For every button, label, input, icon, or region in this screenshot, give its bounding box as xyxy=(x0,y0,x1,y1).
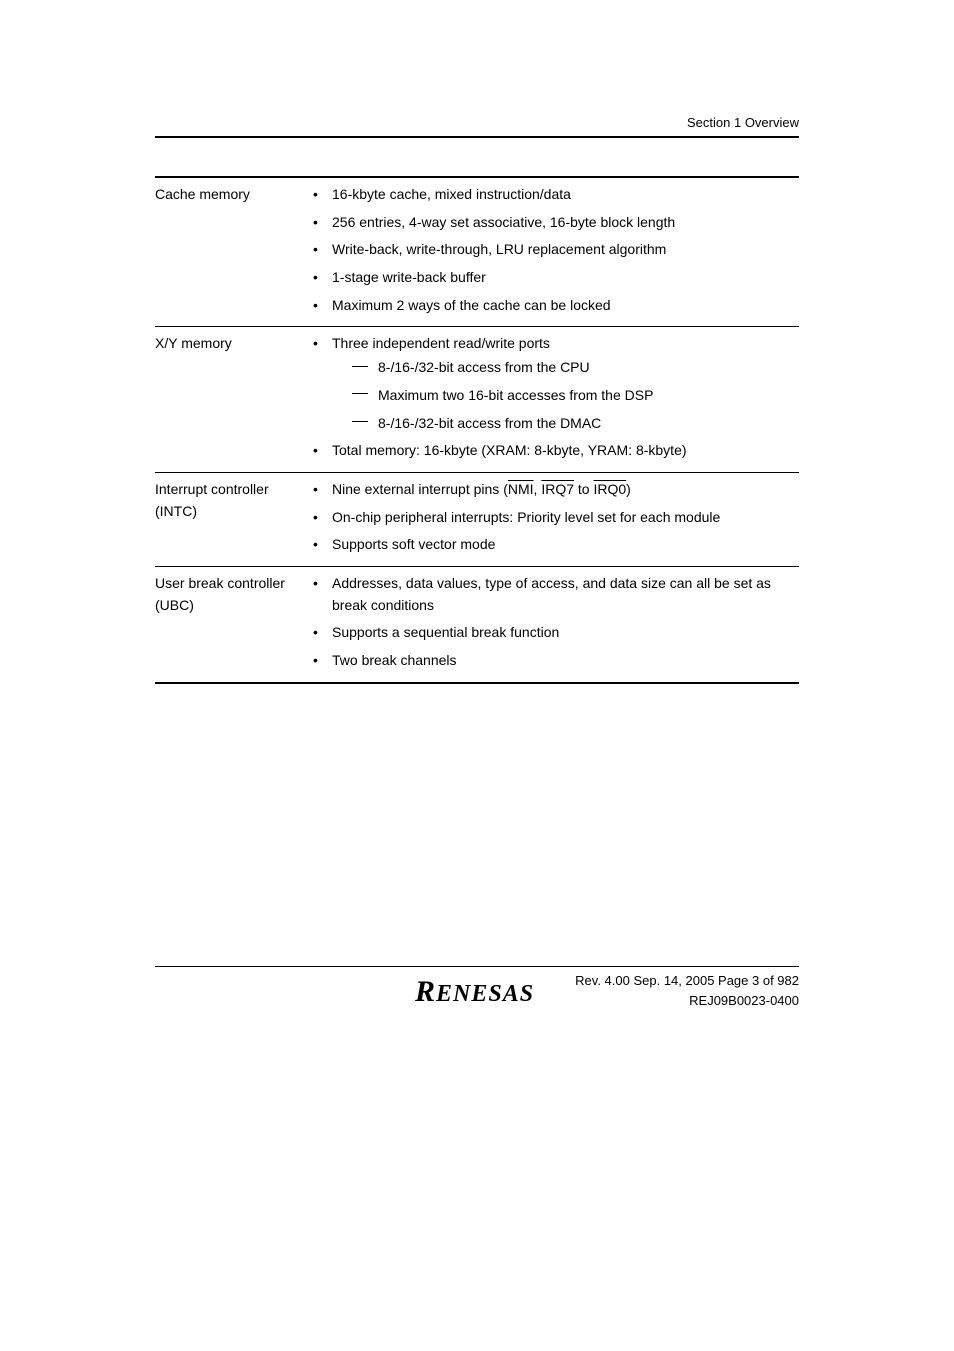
spec-table: Cache memory16-kbyte cache, mixed instru… xyxy=(155,176,799,684)
page-footer: RENESAS Rev. 4.00 Sep. 14, 2005 Page 3 o… xyxy=(155,966,799,1011)
table-row: Interrupt controller (INTC)Nine external… xyxy=(155,472,799,566)
list-item: On-chip peripheral interrupts: Priority … xyxy=(310,507,799,529)
feature-name: User break controller (UBC) xyxy=(155,573,310,678)
footer-rule xyxy=(155,966,799,967)
table-row: X/Y memoryThree independent read/write p… xyxy=(155,326,799,471)
list-item: Maximum 2 ways of the cache can be locke… xyxy=(310,295,799,317)
list-item: 8-/16-/32-bit access from the DMAC xyxy=(352,413,799,435)
list-item: Supports soft vector mode xyxy=(310,534,799,556)
feature-details: Nine external interrupt pins (NMI, IRQ7 … xyxy=(310,479,799,562)
list-item: 1-stage write-back buffer xyxy=(310,267,799,289)
bullet-list: Nine external interrupt pins (NMI, IRQ7 … xyxy=(310,479,799,556)
logo-text: ENESAS xyxy=(436,981,534,1007)
list-item: Write-back, write-through, LRU replaceme… xyxy=(310,239,799,261)
feature-details: 16-kbyte cache, mixed instruction/data 25… xyxy=(310,184,799,322)
list-item: Three independent read/write ports8-/16-… xyxy=(310,333,799,434)
feature-name: Interrupt controller (INTC) xyxy=(155,479,310,562)
list-item: Two break channels xyxy=(310,650,799,672)
list-item: 8-/16-/32-bit access from the CPU xyxy=(352,357,799,379)
list-item: Nine external interrupt pins (NMI, IRQ7 … xyxy=(310,479,799,501)
list-item: Maximum two 16-bit accesses from the DSP xyxy=(352,385,799,407)
list-item: Total memory: 16-kbyte (XRAM: 8-kbyte, Y… xyxy=(310,440,799,462)
bullet-list: Addresses, data values, type of access, … xyxy=(310,573,799,672)
footer-doc-id: REJ09B0023-0400 xyxy=(575,991,799,1011)
table-row: Cache memory16-kbyte cache, mixed instru… xyxy=(155,176,799,326)
list-item: Supports a sequential break function xyxy=(310,622,799,644)
bullet-list: Three independent read/write ports8-/16-… xyxy=(310,333,799,461)
feature-name: Cache memory xyxy=(155,184,310,322)
list-item: Addresses, data values, type of access, … xyxy=(310,573,799,616)
list-item: 16-kbyte cache, mixed instruction/data xyxy=(310,184,799,206)
feature-details: Three independent read/write ports8-/16-… xyxy=(310,333,799,467)
footer-rev-line: Rev. 4.00 Sep. 14, 2005 Page 3 of 982 xyxy=(575,971,799,991)
list-item: 256 entries, 4-way set associative, 16-b… xyxy=(310,212,799,234)
dash-list: 8-/16-/32-bit access from the CPU Maximum… xyxy=(352,357,799,434)
feature-details: Addresses, data values, type of access, … xyxy=(310,573,799,678)
renesas-logo: RENESAS xyxy=(415,975,534,1009)
bullet-list: 16-kbyte cache, mixed instruction/data 25… xyxy=(310,184,799,316)
section-header: Section 1 Overview xyxy=(155,115,799,130)
feature-name: X/Y memory xyxy=(155,333,310,467)
table-row: User break controller (UBC)Addresses, da… xyxy=(155,566,799,684)
header-rule xyxy=(155,136,799,138)
